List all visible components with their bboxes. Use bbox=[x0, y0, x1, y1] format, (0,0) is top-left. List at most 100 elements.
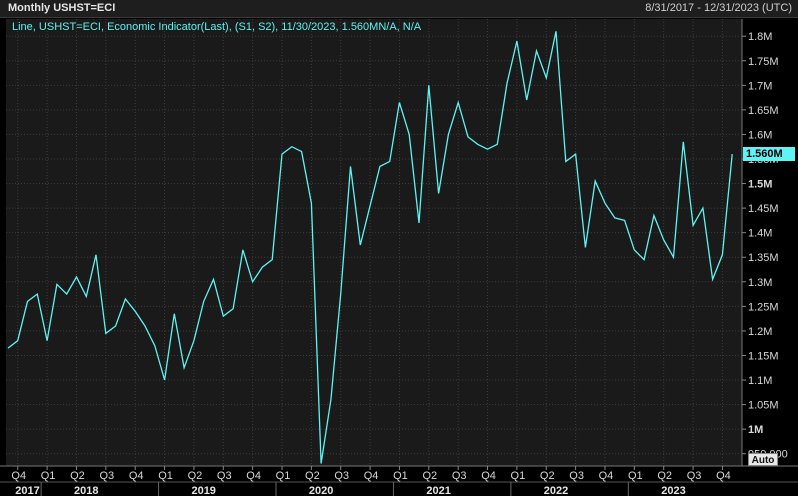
data-point bbox=[623, 219, 625, 221]
data-point bbox=[124, 298, 126, 300]
data-point bbox=[692, 224, 694, 226]
data-point bbox=[242, 249, 244, 251]
data-point bbox=[457, 101, 459, 103]
quarter-label: Q1 bbox=[41, 470, 56, 482]
quarter-label: Q4 bbox=[246, 470, 261, 482]
y-tick-label: 1.4M bbox=[748, 228, 772, 240]
data-point bbox=[251, 281, 253, 283]
y-tick-label: 1.75M bbox=[748, 56, 779, 68]
y-tick-label: 1.05M bbox=[748, 400, 779, 412]
data-point bbox=[65, 293, 67, 295]
series-legend: Line, USHST=ECI, Economic Indicator(Last… bbox=[12, 21, 422, 33]
data-point bbox=[682, 141, 684, 143]
auto-scale-button[interactable]: Auto bbox=[748, 453, 778, 466]
data-point bbox=[574, 153, 576, 155]
data-point bbox=[310, 202, 312, 204]
data-point bbox=[46, 340, 48, 342]
data-point bbox=[222, 315, 224, 317]
data-point bbox=[7, 347, 9, 349]
data-point bbox=[467, 136, 469, 138]
year-label: 2017 bbox=[15, 485, 39, 496]
data-point bbox=[193, 340, 195, 342]
y-tick-label: 1.3M bbox=[748, 277, 772, 289]
data-point bbox=[95, 254, 97, 256]
data-point bbox=[653, 214, 655, 216]
quarter-label: Q2 bbox=[70, 470, 85, 482]
data-point bbox=[340, 293, 342, 295]
data-point bbox=[144, 325, 146, 327]
data-point bbox=[545, 77, 547, 79]
quarter-label: Q3 bbox=[99, 470, 114, 482]
data-point bbox=[604, 202, 606, 204]
quarter-label: Q4 bbox=[716, 470, 731, 482]
data-point bbox=[105, 332, 107, 334]
data-point bbox=[486, 148, 488, 150]
data-point bbox=[672, 256, 674, 258]
data-point bbox=[496, 143, 498, 145]
quarter-label: Q1 bbox=[628, 470, 643, 482]
data-point bbox=[614, 217, 616, 219]
data-point bbox=[525, 99, 527, 101]
y-tick-label: 1.5M bbox=[748, 179, 772, 191]
data-point bbox=[320, 462, 322, 464]
quarter-label: Q2 bbox=[540, 470, 555, 482]
data-point bbox=[388, 160, 390, 162]
data-point bbox=[183, 367, 185, 369]
year-label: 2018 bbox=[74, 485, 98, 496]
year-label: 2021 bbox=[426, 485, 450, 496]
data-point bbox=[506, 82, 508, 84]
quarter-label: Q2 bbox=[657, 470, 672, 482]
quarter-label: Q3 bbox=[452, 470, 467, 482]
data-point bbox=[114, 325, 116, 327]
data-point bbox=[134, 310, 136, 312]
data-point bbox=[232, 308, 234, 310]
data-point bbox=[26, 300, 28, 302]
y-tick-label: 1.2M bbox=[748, 326, 772, 338]
quarter-label: Q4 bbox=[599, 470, 614, 482]
data-point bbox=[643, 258, 645, 260]
y-tick-label: 1.35M bbox=[748, 252, 779, 264]
data-point bbox=[281, 153, 283, 155]
quarter-label: Q4 bbox=[11, 470, 26, 482]
data-point bbox=[173, 313, 175, 315]
quarter-label: Q4 bbox=[481, 470, 496, 482]
quarter-label: Q2 bbox=[305, 470, 320, 482]
quarter-label: Q1 bbox=[276, 470, 291, 482]
data-point bbox=[300, 150, 302, 152]
data-point bbox=[17, 340, 19, 342]
y-tick-label: 1.25M bbox=[748, 301, 779, 313]
data-point bbox=[447, 133, 449, 135]
data-point bbox=[271, 258, 273, 260]
data-point bbox=[330, 398, 332, 400]
data-point bbox=[702, 207, 704, 209]
plot-area bbox=[6, 19, 742, 466]
data-point bbox=[535, 50, 537, 52]
data-point bbox=[594, 180, 596, 182]
quarter-label: Q3 bbox=[334, 470, 349, 482]
data-point bbox=[291, 146, 293, 148]
data-point bbox=[369, 204, 371, 206]
data-point bbox=[711, 278, 713, 280]
data-point bbox=[75, 276, 77, 278]
quarter-label: Q3 bbox=[217, 470, 232, 482]
data-point bbox=[349, 165, 351, 167]
data-point bbox=[154, 344, 156, 346]
year-label: 2022 bbox=[544, 485, 568, 496]
data-point bbox=[633, 249, 635, 251]
year-label: 2023 bbox=[661, 485, 685, 496]
year-label: 2019 bbox=[191, 485, 215, 496]
data-point bbox=[477, 143, 479, 145]
data-point bbox=[408, 133, 410, 135]
quarter-label: Q1 bbox=[393, 470, 408, 482]
data-point bbox=[721, 254, 723, 256]
y-tick-label: 1M bbox=[748, 424, 763, 436]
y-tick-label: 1.8M bbox=[748, 31, 772, 43]
series-line-ushst bbox=[7, 31, 733, 464]
quarter-label: Q1 bbox=[511, 470, 526, 482]
quarter-label: Q3 bbox=[569, 470, 584, 482]
data-point bbox=[36, 293, 38, 295]
date-range[interactable]: 8/31/2017 - 12/31/2023 (UTC) bbox=[645, 2, 792, 14]
quarter-label: Q4 bbox=[364, 470, 379, 482]
data-point bbox=[663, 239, 665, 241]
